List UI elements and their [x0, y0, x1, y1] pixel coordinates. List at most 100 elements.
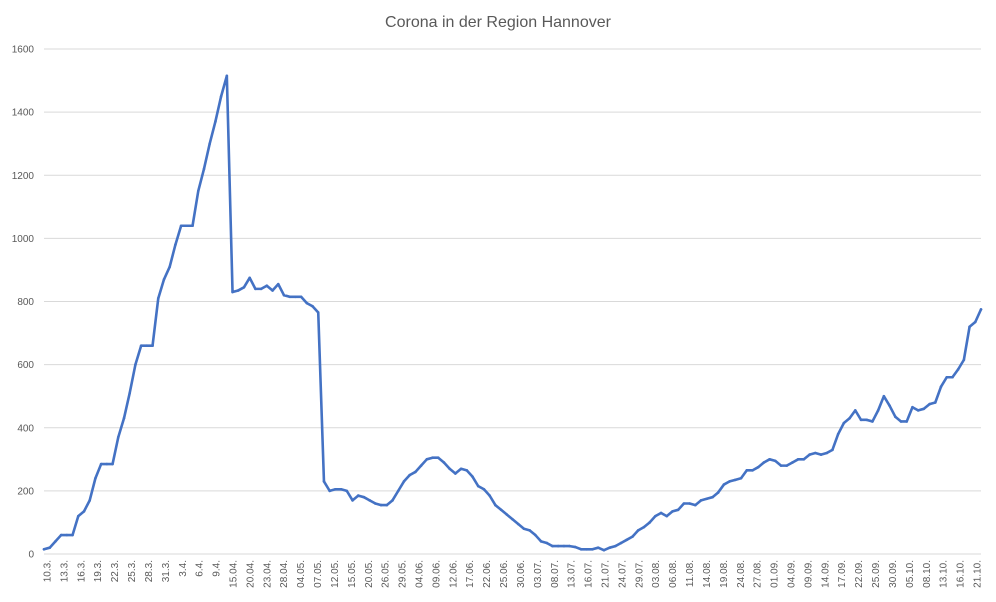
x-tick-label: 12.05.	[330, 560, 341, 588]
x-tick-label: 14.09.	[820, 560, 831, 588]
x-tick-label: 28.3.	[144, 560, 155, 582]
data-point	[276, 282, 280, 286]
y-tick-label: 600	[17, 360, 34, 371]
x-tick-label: 20.05.	[364, 560, 375, 588]
data-point	[374, 502, 377, 505]
x-tick-label: 12.06.	[448, 560, 459, 588]
x-tick-label: 13.3.	[59, 560, 70, 582]
data-point	[688, 502, 691, 505]
data-point	[671, 510, 674, 513]
data-point	[168, 265, 171, 269]
data-point	[379, 503, 383, 507]
data-point	[665, 514, 669, 518]
data-point	[722, 483, 726, 486]
data-point	[859, 418, 863, 422]
data-point	[208, 142, 211, 145]
data-point	[482, 488, 486, 491]
x-tick-label: 07.05.	[313, 560, 324, 588]
data-point	[385, 503, 389, 507]
data-point	[494, 503, 497, 507]
data-point	[933, 401, 937, 404]
data-point	[259, 287, 263, 291]
data-point	[511, 517, 514, 521]
x-tick-label: 16.10.	[956, 560, 967, 588]
data-point	[716, 491, 720, 494]
data-point	[134, 363, 137, 366]
data-point	[271, 289, 274, 292]
data-point	[739, 476, 743, 480]
data-point	[414, 470, 417, 474]
data-point	[728, 480, 731, 483]
data-point	[774, 459, 777, 463]
data-point	[471, 475, 474, 478]
x-tick-label: 6.4.	[195, 560, 206, 577]
data-point	[711, 495, 714, 499]
x-tick-label: 23.04.	[262, 560, 273, 588]
y-axis-tick-labels: 0 200 400 600 800 1000 1200 1400 1600	[12, 45, 35, 561]
data-point	[299, 295, 303, 299]
y-tick-label: 200	[17, 486, 34, 497]
x-tick-label: 16.07.	[584, 560, 595, 588]
data-point	[402, 480, 406, 483]
data-point	[871, 420, 874, 423]
data-point	[191, 224, 194, 228]
data-point	[488, 494, 491, 497]
x-tick-label: 11.08.	[685, 560, 696, 587]
data-point	[968, 325, 971, 329]
x-tick-label: 27.08.	[753, 560, 764, 588]
data-point	[854, 409, 857, 412]
x-tick-label: 17.09.	[837, 560, 848, 588]
x-tick-label: 03.07.	[533, 560, 544, 588]
x-tick-label: 24.08.	[736, 560, 747, 588]
data-point	[202, 167, 206, 171]
data-point	[282, 293, 286, 297]
data-point	[476, 484, 480, 488]
data-point	[545, 541, 549, 545]
data-point	[899, 420, 903, 423]
x-tick-label: 31.3.	[161, 560, 172, 582]
data-point	[465, 469, 469, 472]
data-point	[288, 295, 291, 299]
data-point	[431, 456, 434, 460]
data-point	[814, 451, 817, 455]
x-tick-label: 04.06.	[415, 560, 426, 588]
data-point	[396, 489, 400, 493]
data-point	[894, 415, 897, 419]
data-point	[911, 405, 914, 409]
data-point	[254, 287, 257, 291]
data-point	[619, 541, 623, 545]
data-point	[939, 385, 943, 389]
x-tick-label: 22.09.	[854, 560, 865, 588]
x-tick-label: 28.04.	[279, 560, 290, 588]
x-tick-label: 30.06.	[516, 560, 527, 588]
data-point	[82, 510, 86, 513]
data-point	[408, 473, 411, 477]
data-point	[111, 462, 114, 466]
data-point	[362, 495, 366, 499]
data-point	[848, 416, 851, 420]
data-point	[676, 508, 680, 512]
y-tick-label: 1600	[12, 45, 35, 56]
x-tick-label: 29.07.	[634, 560, 645, 588]
data-point	[791, 461, 794, 464]
x-tick-label: 15.05.	[347, 560, 358, 588]
data-point	[294, 295, 297, 299]
data-point	[768, 458, 771, 461]
data-point	[568, 544, 571, 548]
data-point	[339, 488, 343, 491]
data-point	[122, 416, 126, 420]
x-tick-label: 16.3.	[76, 560, 87, 582]
data-point	[305, 301, 309, 305]
x-tick-label: 22.3.	[110, 560, 121, 582]
data-point	[94, 476, 97, 480]
x-tick-label: 09.09.	[803, 560, 814, 588]
x-tick-label: 25.3.	[127, 560, 138, 582]
data-point	[876, 409, 880, 412]
x-tick-label: 29.05.	[398, 560, 409, 588]
x-tick-label: 09.06.	[431, 560, 442, 588]
data-point	[156, 297, 160, 300]
data-point	[802, 458, 806, 461]
x-tick-label: 08.07.	[550, 560, 561, 588]
data-point	[88, 499, 92, 502]
data-point	[654, 514, 657, 518]
